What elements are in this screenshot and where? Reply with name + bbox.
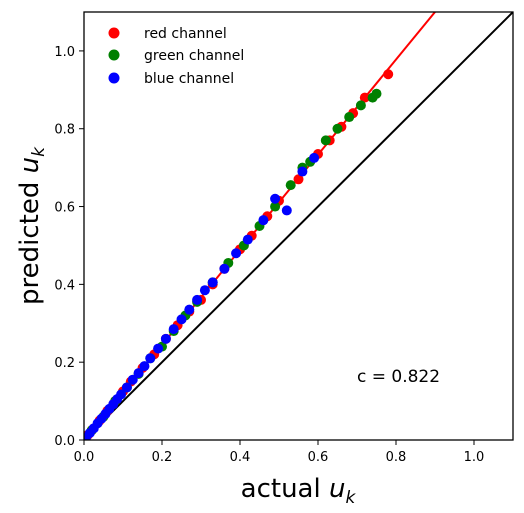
x-tick-label: 0.6 xyxy=(308,450,329,465)
data-point-green xyxy=(320,135,331,146)
y-tick-label: 0.0 xyxy=(54,434,75,449)
legend-marker-green xyxy=(108,49,120,61)
data-point-green xyxy=(371,88,382,99)
legend-label-blue: blue channel xyxy=(144,71,234,87)
plot-area xyxy=(84,12,513,440)
data-point-blue xyxy=(270,193,281,204)
x-tick-label: 0.0 xyxy=(74,450,95,465)
data-point-blue xyxy=(176,314,187,325)
data-point-blue xyxy=(121,382,132,393)
data-point-blue xyxy=(184,304,195,315)
data-point-blue xyxy=(145,353,156,364)
fit-coefficient-annotation: c = 0.822 xyxy=(357,367,440,387)
data-point-blue xyxy=(153,343,164,354)
y-tick-label: 0.6 xyxy=(54,201,75,216)
data-point-green xyxy=(355,100,366,111)
y-tick-label: 0.4 xyxy=(54,278,75,293)
x-tick-label: 0.4 xyxy=(230,450,251,465)
legend-marker-blue xyxy=(108,72,120,84)
legend: red channel green channel blue channel xyxy=(108,26,244,87)
x-tick-label: 1.0 xyxy=(464,450,485,465)
data-point-blue xyxy=(207,277,218,288)
plot-frame xyxy=(83,11,514,441)
data-point-blue xyxy=(139,361,150,372)
data-point-blue xyxy=(192,294,203,305)
data-point-blue xyxy=(133,368,144,379)
data-point-blue xyxy=(168,324,179,335)
data-point-blue xyxy=(231,248,242,259)
legend-label-red: red channel xyxy=(144,26,227,42)
data-point-green xyxy=(270,201,281,212)
data-point-blue xyxy=(297,166,308,177)
data-point-green xyxy=(332,123,343,134)
data-point-blue xyxy=(309,152,320,163)
x-axis-title: actual uk xyxy=(241,474,357,508)
series-blue xyxy=(84,152,320,440)
data-point-blue xyxy=(199,285,210,296)
data-point-blue xyxy=(258,215,269,226)
legend-label-green: green channel xyxy=(144,48,244,64)
y-tick-label: 0.8 xyxy=(54,123,75,138)
data-point-red xyxy=(383,69,394,80)
x-tick-label: 0.8 xyxy=(386,450,407,465)
y-tick-label: 0.2 xyxy=(54,356,75,371)
data-point-blue xyxy=(127,374,138,385)
data-point-blue xyxy=(242,234,253,245)
y-axis-title: predicted uk xyxy=(15,146,49,305)
axis-ticks: 0.0 0.2 0.4 0.6 0.8 1.0 0.0 0.2 0.4 0.6 0.8 1.0 xyxy=(54,45,484,465)
data-point-blue xyxy=(160,333,171,344)
data-point-green xyxy=(344,112,355,123)
data-point-red xyxy=(293,174,304,185)
x-tick-label: 0.2 xyxy=(152,450,173,465)
identity-line xyxy=(84,12,513,440)
legend-marker-red xyxy=(108,27,120,39)
data-point-blue xyxy=(116,389,127,400)
data-point-blue xyxy=(281,205,292,216)
data-point-green xyxy=(285,180,296,191)
data-point-red xyxy=(359,92,370,103)
y-tick-label: 1.0 xyxy=(54,45,75,60)
data-point-blue xyxy=(219,263,230,274)
